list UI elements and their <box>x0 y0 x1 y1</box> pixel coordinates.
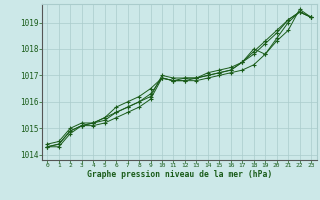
X-axis label: Graphe pression niveau de la mer (hPa): Graphe pression niveau de la mer (hPa) <box>87 170 272 179</box>
